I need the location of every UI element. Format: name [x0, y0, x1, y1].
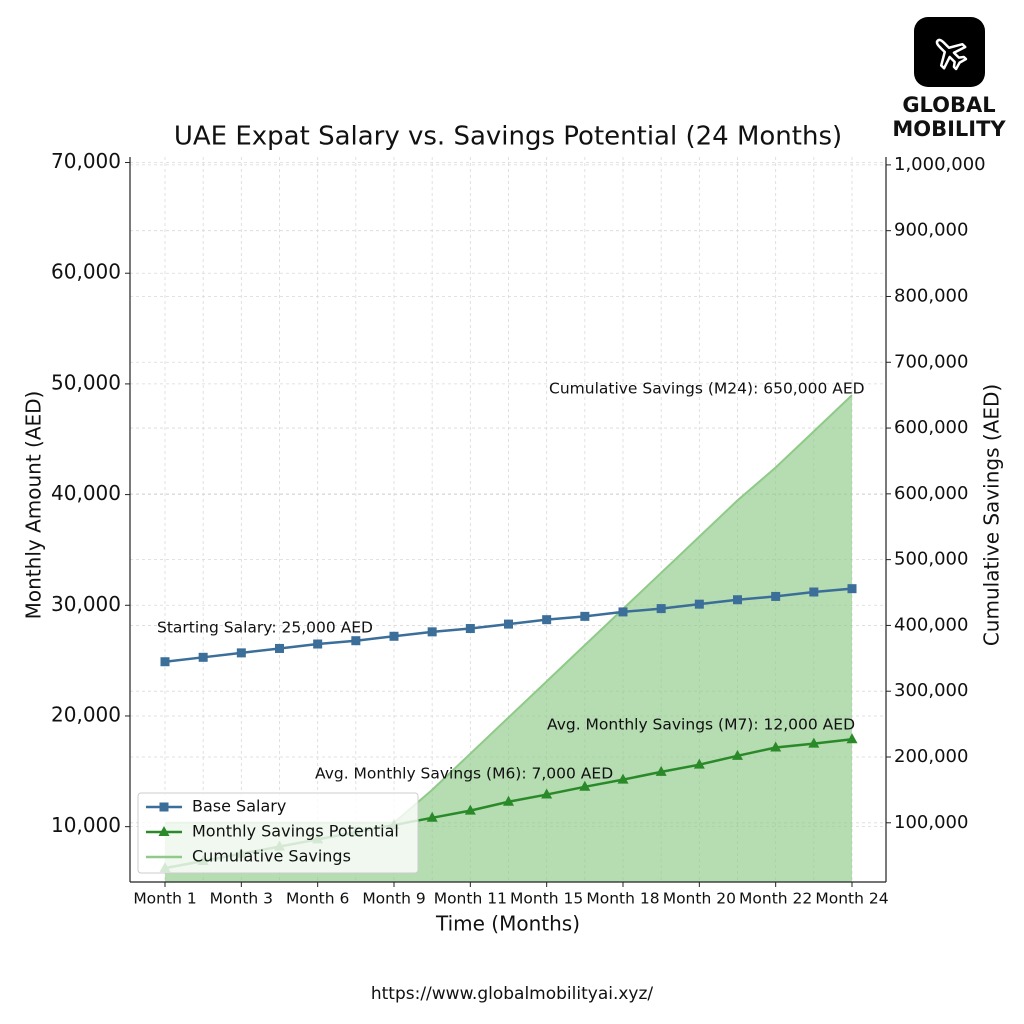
marker [160, 657, 170, 667]
marker [159, 802, 169, 812]
marker [808, 737, 820, 748]
marker [809, 587, 819, 597]
marker [158, 826, 170, 836]
marker [542, 615, 552, 625]
x-tick-label: Month 9 [362, 890, 425, 908]
y2-tick-label: 600,000 [894, 483, 968, 504]
y2-tick-label: 900,000 [894, 220, 968, 241]
marker [617, 773, 629, 784]
marker [771, 591, 781, 601]
x-tick-label: Month 22 [739, 890, 812, 908]
marker [655, 765, 667, 776]
y2-tick-label: 500,000 [894, 549, 968, 570]
x-tick-label: Month 20 [663, 890, 736, 908]
annotation: Starting Salary: 25,000 AED [157, 619, 373, 637]
marker [351, 636, 361, 646]
marker [694, 599, 704, 609]
marker [847, 584, 857, 594]
marker [770, 741, 782, 752]
legend-label: Monthly Savings Potential [192, 822, 399, 841]
annotation: Cumulative Savings (M24): 650,000 AED [549, 380, 865, 398]
y2-tick-label: 200,000 [894, 746, 968, 767]
marker [504, 619, 513, 629]
footer-url: https://www.globalmobilityai.xyz/ [371, 984, 654, 1004]
y-axis-label: Monthly Amount (AED) [22, 391, 46, 620]
legend-box [137, 792, 419, 874]
legend-label: Base Salary [192, 797, 286, 816]
y2-tick-label: 1,000,000 [894, 154, 986, 175]
y2-tick-label: 400,000 [894, 614, 968, 635]
marker [427, 627, 437, 637]
marker [236, 648, 246, 658]
legend-label: Cumulative Savings [192, 847, 351, 866]
x-axis-label: Time (Months) [435, 912, 580, 936]
chart-title: UAE Expat Salary vs. Savings Potential (… [174, 122, 842, 152]
y2-tick-label: 700,000 [894, 351, 968, 372]
x-tick-label: Month 11 [434, 890, 507, 908]
y2-tick-label: 100,000 [894, 812, 968, 833]
y-tick-label: 50,000 [51, 370, 121, 394]
marker [580, 611, 590, 621]
marker [465, 624, 475, 634]
annotation: Avg. Monthly Savings (M7): 12,000 AED [547, 716, 855, 734]
brand-line: GLOBAL [902, 93, 995, 117]
cumulative-area [165, 395, 852, 882]
annotation: Avg. Monthly Savings (M6): 7,000 AED [315, 765, 613, 783]
x-tick-label: Month 6 [286, 890, 349, 908]
y2-axis-label: Cumulative Savings (AED) [980, 384, 1004, 646]
marker [693, 758, 705, 769]
y-tick-label: 60,000 [51, 260, 121, 284]
y2-tick-label: 600,000 [894, 417, 968, 438]
marker [846, 733, 858, 744]
x-tick-label: Month 1 [133, 890, 196, 908]
x-tick-label: Month 15 [510, 890, 583, 908]
x-tick-label: Month 3 [210, 890, 273, 908]
marker [541, 788, 553, 799]
marker [656, 604, 666, 614]
marker [732, 749, 743, 760]
y-tick-label: 20,000 [51, 702, 121, 726]
marker [198, 652, 208, 662]
y-tick-label: 30,000 [51, 592, 121, 616]
x-tick-label: Month 24 [815, 890, 888, 908]
plane-icon [935, 38, 968, 71]
marker [503, 795, 514, 806]
y-tick-label: 10,000 [51, 813, 121, 837]
marker [313, 639, 323, 649]
y2-tick-label: 800,000 [894, 285, 968, 306]
marker [426, 811, 438, 822]
marker [733, 595, 742, 605]
marker [464, 804, 476, 815]
marker [275, 643, 284, 653]
marker [389, 631, 399, 641]
marker [579, 780, 591, 791]
y-tick-label: 70,000 [51, 149, 121, 173]
y2-tick-label: 300,000 [894, 680, 968, 701]
y-tick-label: 40,000 [51, 481, 121, 505]
x-tick-label: Month 18 [586, 890, 659, 908]
brand-line: MOBILITY [892, 117, 1006, 141]
marker [618, 607, 628, 617]
logo-badge [914, 17, 985, 87]
